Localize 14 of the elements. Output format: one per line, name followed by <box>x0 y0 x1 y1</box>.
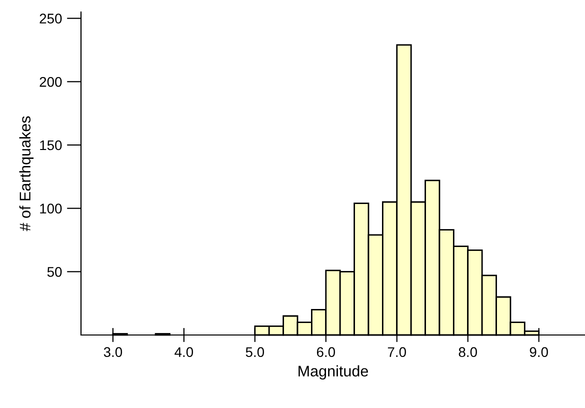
x-tick-label: 3.0 <box>104 347 122 358</box>
y-tick-label: 100 <box>40 204 62 214</box>
x-tick-label: 7.0 <box>388 347 406 358</box>
y-tick-label: 250 <box>40 14 62 24</box>
x-axis-title: Magnitude <box>298 365 368 380</box>
y-axis-title: # of Earthquakes <box>19 116 34 232</box>
x-tick-label: 6.0 <box>316 347 336 358</box>
x-tick-label: 4.0 <box>174 347 194 358</box>
x-tick-label: 5.0 <box>246 347 264 358</box>
x-tick-label: 9.0 <box>530 347 548 358</box>
y-tick-label: 150 <box>40 140 62 150</box>
y-tick-label: 50 <box>47 267 62 277</box>
x-tick-label: 8.0 <box>458 347 477 358</box>
y-tick-label: 200 <box>40 77 62 87</box>
